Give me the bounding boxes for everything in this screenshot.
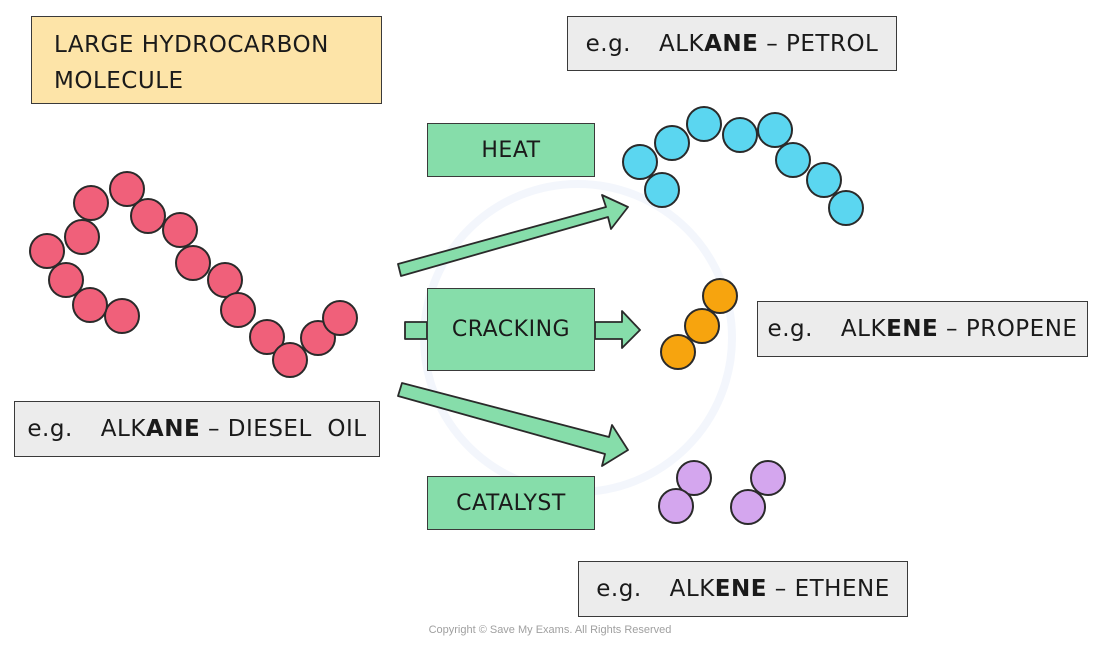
ethene-prefix: e.g. xyxy=(596,576,642,602)
title-line-2: MOLECULE xyxy=(54,68,184,94)
petrol-bold: ANE xyxy=(704,30,759,57)
diesel-atom xyxy=(104,298,140,334)
catalyst-label: CATALYST xyxy=(427,476,595,530)
petrol-atom xyxy=(644,172,680,208)
diesel-atom xyxy=(130,198,166,234)
petrol-atom xyxy=(757,112,793,148)
diesel-atom xyxy=(162,212,198,248)
arrow-to-propene xyxy=(594,310,641,349)
diesel-atom xyxy=(272,342,308,378)
title-line-1: LARGE HYDROCARBON xyxy=(54,32,329,58)
petrol-post: – PETROL xyxy=(758,30,879,57)
ethene-atom xyxy=(658,488,694,524)
diesel-atom xyxy=(322,300,358,336)
propene-atom xyxy=(684,308,720,344)
diesel-bold: ANE xyxy=(145,416,201,442)
petrol-pre: ALK xyxy=(658,30,705,57)
ethene-atom xyxy=(730,489,766,525)
cracking-label: CRACKING xyxy=(427,288,595,371)
diesel-atom xyxy=(29,233,65,269)
propene-atom xyxy=(660,334,696,370)
petrol-atom xyxy=(775,142,811,178)
propene-example-label: e.g. ALK ENE – PROPENE xyxy=(757,301,1088,357)
petrol-example-label: e.g. ALK ANE – PETROL xyxy=(567,16,897,71)
arrow-tail-middle xyxy=(404,321,428,340)
large-hydrocarbon-label: LARGE HYDROCARBON MOLECULE xyxy=(31,16,382,104)
petrol-atom xyxy=(654,125,690,161)
petrol-prefix: e.g. xyxy=(585,30,631,57)
ethene-atom xyxy=(676,460,712,496)
arrow-to-ethene xyxy=(397,382,629,467)
diesel-post: – DIESEL OIL xyxy=(200,416,367,442)
diesel-atom xyxy=(175,245,211,281)
ethene-atom xyxy=(750,460,786,496)
atoms xyxy=(29,106,864,525)
diesel-atom xyxy=(109,171,145,207)
diesel-example-label: e.g. ALK ANE – DIESEL OIL xyxy=(14,401,380,457)
ethene-post: – ETHENE xyxy=(766,576,890,602)
petrol-atom xyxy=(828,190,864,226)
propene-atom xyxy=(702,278,738,314)
petrol-atom xyxy=(806,162,842,198)
diesel-atom xyxy=(220,292,256,328)
diesel-atom xyxy=(249,319,285,355)
propene-prefix: e.g. xyxy=(767,316,813,342)
diesel-atom xyxy=(72,287,108,323)
ethene-example-label: e.g. ALK ENE – ETHENE xyxy=(578,561,908,617)
propene-pre: ALK xyxy=(840,316,887,342)
ethene-bold: ENE xyxy=(714,576,767,602)
heat-label: HEAT xyxy=(427,123,595,177)
petrol-atom xyxy=(722,117,758,153)
diesel-atom xyxy=(64,219,100,255)
diesel-atom xyxy=(48,262,84,298)
propene-post: – PROPENE xyxy=(938,316,1078,342)
diesel-atom xyxy=(207,262,243,298)
propene-bold: ENE xyxy=(886,316,939,342)
diesel-atom xyxy=(73,185,109,221)
arrow-to-petrol xyxy=(397,194,629,277)
petrol-atom xyxy=(622,144,658,180)
ethene-pre: ALK xyxy=(669,576,715,602)
petrol-atom xyxy=(686,106,722,142)
diesel-prefix: e.g. xyxy=(27,416,73,442)
copyright-text: Copyright © Save My Exams. All Rights Re… xyxy=(428,624,672,636)
diesel-pre: ALK xyxy=(100,416,146,442)
